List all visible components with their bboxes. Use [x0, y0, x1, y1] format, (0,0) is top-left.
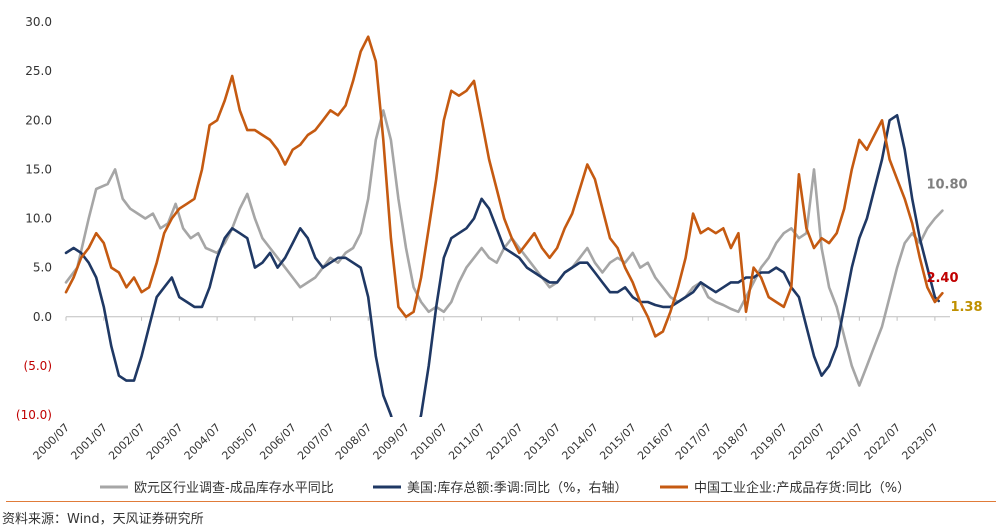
- x-tick-label: 2009/07: [371, 421, 413, 463]
- legend: 欧元区行业调查-成品库存水平同比 美国:库存总额:季调:同比（%，右轴） 中国工业企…: [100, 480, 910, 496]
- y-tick-label: 30.0: [25, 15, 52, 29]
- x-tick-label: 2007/07: [295, 421, 337, 463]
- x-tick-label: 2016/07: [635, 421, 677, 463]
- x-tick-label: 2013/07: [522, 421, 564, 463]
- x-tick-label: 2005/07: [220, 421, 262, 463]
- y-tick-label: 20.0: [25, 113, 52, 127]
- x-tick-label: 2021/07: [824, 421, 866, 463]
- x-axis: 2000/072001/072002/072003/072004/072005/…: [31, 316, 942, 463]
- end-label: 10.80: [926, 178, 967, 193]
- x-tick-label: 2011/07: [446, 421, 488, 463]
- x-tick-label: 2006/07: [257, 421, 299, 463]
- series-line-2: [64, 35, 944, 338]
- x-tick-label: 2010/07: [408, 421, 450, 463]
- x-tick-label: 2008/07: [333, 421, 375, 463]
- x-tick-label: 2017/07: [673, 421, 715, 463]
- x-tick-label: 2002/07: [106, 421, 148, 463]
- series-lines: [64, 35, 944, 417]
- y-tick-label: 5.0: [33, 261, 52, 275]
- x-tick-label: 2020/07: [786, 421, 828, 463]
- legend-label: 中国工业企业:产成品存货:同比（%）: [694, 480, 910, 496]
- chart-frame: [6, 4, 996, 502]
- x-tick-label: 2015/07: [597, 421, 639, 463]
- x-tick-label: 2019/07: [748, 421, 790, 463]
- x-tick-label: 2023/07: [900, 421, 942, 463]
- y-tick-label: 0.0: [33, 310, 52, 324]
- legend-label: 美国:库存总额:季调:同比（%，右轴）: [407, 480, 628, 496]
- end-labels: 10.80 2.40 1.38: [926, 178, 982, 316]
- end-label: 1.38: [950, 300, 982, 315]
- y-tick-label: 15.0: [25, 162, 52, 176]
- x-tick-label: 2018/07: [711, 421, 753, 463]
- x-tick-label: 2022/07: [862, 421, 904, 463]
- y-tick-label: 25.0: [25, 64, 52, 78]
- x-tick-label: 2012/07: [484, 421, 526, 463]
- y-tick-label: (5.0): [24, 359, 52, 373]
- x-tick-label: 2003/07: [144, 421, 186, 463]
- series-line-1: [64, 114, 940, 417]
- x-tick-label: 2014/07: [560, 421, 602, 463]
- x-tick-label: 2001/07: [68, 421, 110, 463]
- end-label: 2.40: [926, 271, 958, 286]
- y-tick-label: (10.0): [16, 408, 52, 422]
- x-tick-label: 2004/07: [182, 421, 224, 463]
- x-tick-label: 2000/07: [31, 421, 73, 463]
- y-tick-label: 10.0: [25, 212, 52, 226]
- source-note: 资料来源：Wind，天风证券研究所: [2, 512, 204, 527]
- legend-label: 欧元区行业调查-成品库存水平同比: [134, 480, 334, 496]
